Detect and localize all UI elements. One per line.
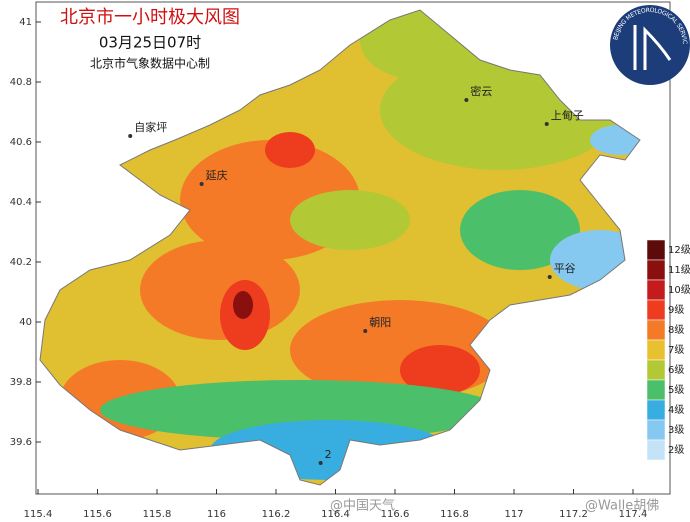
logo bbox=[610, 5, 690, 85]
legend-swatch bbox=[646, 419, 666, 441]
legend-swatch bbox=[646, 359, 666, 381]
x-tick-label: 116.2 bbox=[262, 509, 291, 520]
place-label: 密云 bbox=[470, 84, 492, 98]
x-tick-label: 116.6 bbox=[381, 509, 410, 520]
place-dot bbox=[464, 98, 469, 102]
credit: 北京市气象数据中心制 bbox=[90, 56, 210, 71]
x-tick-label: 116 bbox=[207, 509, 226, 520]
legend-swatch bbox=[646, 399, 666, 421]
x-tick-label: 116.8 bbox=[440, 509, 469, 520]
legend-swatch bbox=[646, 259, 666, 281]
legend-swatch bbox=[646, 239, 666, 261]
title: 北京市一小时极大风图 bbox=[60, 7, 240, 28]
logo-icon bbox=[633, 25, 672, 70]
legend-label: 6级 bbox=[668, 364, 684, 376]
legend-label: 7级 bbox=[668, 344, 684, 356]
x-tick-label: 116.4 bbox=[321, 509, 350, 520]
place-label: 平谷 bbox=[554, 262, 576, 275]
legend-label: 3级 bbox=[668, 424, 684, 436]
legend-label: 9级 bbox=[668, 304, 684, 316]
y-tick-label: 39.8 bbox=[10, 377, 32, 388]
legend-swatch bbox=[646, 439, 666, 461]
x-tick-label: 115.4 bbox=[24, 509, 53, 520]
place-dot bbox=[199, 182, 204, 186]
wind-field bbox=[40, 10, 640, 485]
watermark: @中国天气 bbox=[330, 498, 395, 514]
legend-swatch bbox=[646, 339, 666, 361]
y-tick-label: 40.2 bbox=[10, 257, 32, 268]
x-tick-label: 115.8 bbox=[143, 509, 172, 520]
place-dot bbox=[544, 122, 549, 126]
place-dot bbox=[128, 134, 133, 138]
place-dot bbox=[318, 461, 323, 465]
x-tick-label: 117.4 bbox=[619, 509, 648, 520]
legend-label: 12级 bbox=[668, 244, 690, 256]
x-tick-label: 115.6 bbox=[83, 509, 112, 520]
y-tick-label: 40.6 bbox=[10, 137, 32, 148]
y-tick-label: 40 bbox=[19, 317, 32, 328]
legend-swatch bbox=[646, 319, 666, 341]
x-tick-label: 117.2 bbox=[559, 509, 588, 520]
place-label: 自家坪 bbox=[134, 120, 167, 134]
legend-label: 2级 bbox=[668, 444, 684, 456]
place-label: 朝阳 bbox=[369, 316, 391, 329]
subtitle: 03月25日07时 bbox=[99, 34, 201, 52]
place-dot bbox=[363, 329, 368, 333]
y-tick-label: 39.6 bbox=[10, 437, 32, 448]
y-tick-label: 41 bbox=[19, 17, 32, 28]
legend-label: 4级 bbox=[668, 404, 684, 416]
x-tick-label: 117 bbox=[504, 509, 523, 520]
frame bbox=[35, 1, 671, 495]
legend-swatch bbox=[646, 379, 666, 401]
place-dot bbox=[547, 275, 552, 279]
legend-label: 8级 bbox=[668, 324, 684, 336]
watermark: @Walle胡佛 bbox=[585, 499, 659, 514]
y-tick-label: 40.8 bbox=[10, 77, 32, 88]
y-tick-label: 40.4 bbox=[10, 197, 32, 208]
place-label: 延庆 bbox=[206, 168, 228, 182]
legend-label: 10级 bbox=[668, 284, 690, 296]
boundary bbox=[39, 9, 641, 486]
legend-swatch bbox=[646, 299, 666, 321]
legend-label: 5级 bbox=[668, 384, 684, 396]
legend-label: 11级 bbox=[668, 264, 690, 276]
place-label: 上甸子 bbox=[551, 109, 584, 122]
place-label: 2 bbox=[325, 448, 332, 461]
legend-swatch bbox=[646, 279, 666, 301]
